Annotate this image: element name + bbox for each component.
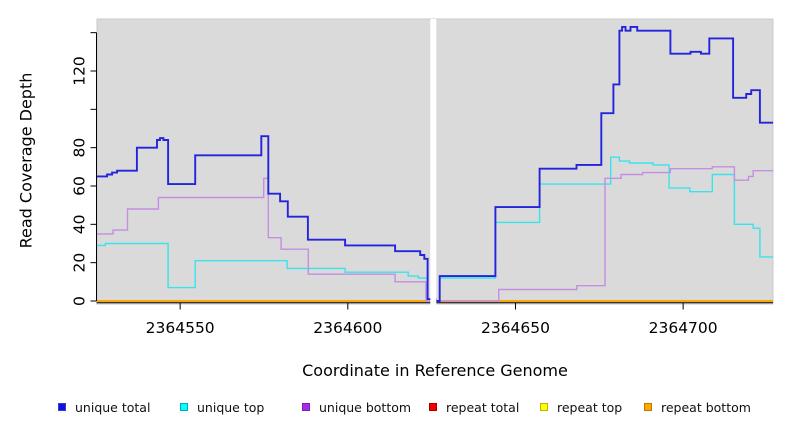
- x-tick-label-2364600: 2364600: [313, 319, 382, 337]
- y-tick-label-20: 20: [70, 253, 88, 273]
- x-tick-label-2364700: 2364700: [649, 319, 718, 337]
- series-unique-bottom: [97, 166, 773, 302]
- y-tick-label-60: 60: [70, 176, 88, 196]
- y-tick-label-0: 0: [70, 296, 88, 306]
- y-tick-label-120: 120: [70, 56, 88, 86]
- y-tick-label-40: 40: [70, 214, 88, 234]
- x-tick-label-2364550: 2364550: [146, 319, 215, 337]
- y-axis-title: Read Coverage Depth: [16, 72, 36, 249]
- x-axis-title: Coordinate in Reference Genome: [302, 361, 568, 380]
- masked-region: [430, 19, 437, 306]
- y-tick-label-80: 80: [70, 138, 88, 158]
- x-tick-label-2364650: 2364650: [481, 319, 550, 337]
